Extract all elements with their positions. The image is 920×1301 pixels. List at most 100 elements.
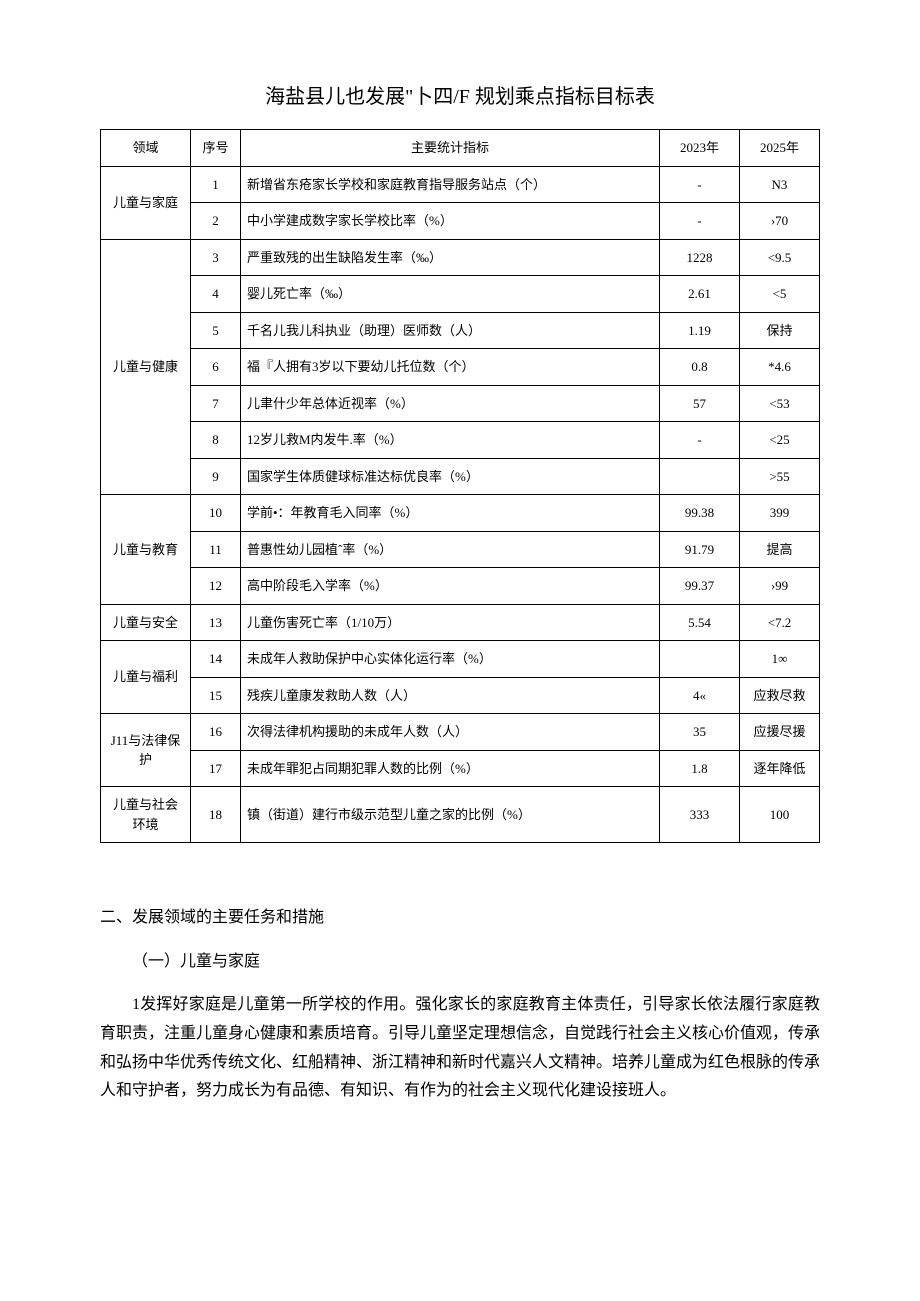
cell-domain: 儿童与福利 <box>101 641 191 714</box>
cell-domain: 儿童与教育 <box>101 495 191 605</box>
cell-seq: 13 <box>191 604 241 641</box>
table-row: 4婴儿死亡率（‰）2.61<5 <box>101 276 820 313</box>
cell-year2023: 0.8 <box>660 349 740 386</box>
cell-indicator: 婴儿死亡率（‰） <box>241 276 660 313</box>
table-row: 11普惠性幼儿园植ˆ率（%）91.79提高 <box>101 531 820 568</box>
header-indicator: 主要统计指标 <box>241 130 660 167</box>
cell-year2023: 5.54 <box>660 604 740 641</box>
cell-indicator: 福『人拥有3岁以下要幼儿托位数（个） <box>241 349 660 386</box>
header-year2023: 2023年 <box>660 130 740 167</box>
section-heading: 二、发展领域的主要任务和措施 <box>100 903 820 927</box>
cell-year2025: <5 <box>740 276 820 313</box>
cell-year2023: 1.8 <box>660 750 740 787</box>
cell-year2023: 4« <box>660 677 740 714</box>
cell-year2025: ›99 <box>740 568 820 605</box>
cell-indicator: 镇（街道）建行市级示范型儿童之家的比例（%） <box>241 787 660 843</box>
cell-year2025: 应救尽救 <box>740 677 820 714</box>
table-row: J11与法律保护16次得法律机构援助的未成年人数（人）35应援尽援 <box>101 714 820 751</box>
cell-seq: 3 <box>191 239 241 276</box>
cell-indicator: 儿聿什少年总体近视率（%） <box>241 385 660 422</box>
table-row: 812岁儿救M内发牛.率（%）-<25 <box>101 422 820 459</box>
document-title: 海盐县儿也发展"卜四/F 规划乘点指标目标表 <box>100 80 820 109</box>
cell-year2025: 保持 <box>740 312 820 349</box>
cell-year2023 <box>660 458 740 495</box>
cell-indicator: 学前•：年教育毛入同率（%） <box>241 495 660 532</box>
cell-domain: 儿童与家庭 <box>101 166 191 239</box>
table-row: 2中小学建成数字家长学校比率（%）-›70 <box>101 203 820 240</box>
table-row: 15残疾儿童康发救助人数（人）4«应救尽救 <box>101 677 820 714</box>
table-row: 17未成年罪犯占同期犯罪人数的比例（%）1.8逐年降低 <box>101 750 820 787</box>
cell-seq: 18 <box>191 787 241 843</box>
cell-indicator: 高中阶段毛入学率（%） <box>241 568 660 605</box>
table-row: 儿童与安全13儿童伤害死亡率（1/10万）5.54<7.2 <box>101 604 820 641</box>
cell-indicator: 国家学生体质健球标准达标优良率（%） <box>241 458 660 495</box>
cell-seq: 5 <box>191 312 241 349</box>
table-row: 5千名儿我儿科执业（助理）医师数（人）1.19保持 <box>101 312 820 349</box>
cell-seq: 10 <box>191 495 241 532</box>
cell-seq: 1 <box>191 166 241 203</box>
cell-year2023: 333 <box>660 787 740 843</box>
cell-indicator: 儿童伤害死亡率（1/10万） <box>241 604 660 641</box>
cell-year2025: <7.2 <box>740 604 820 641</box>
indicator-table: 领域 序号 主要统计指标 2023年 2025年 儿童与家庭1新增省东疮家长学校… <box>100 129 820 843</box>
table-row: 9国家学生体质健球标准达标优良率（%） >55 <box>101 458 820 495</box>
cell-indicator: 新增省东疮家长学校和家庭教育指导服务站点（个） <box>241 166 660 203</box>
cell-indicator: 残疾儿童康发救助人数（人） <box>241 677 660 714</box>
cell-year2025: 应援尽援 <box>740 714 820 751</box>
header-domain: 领域 <box>101 130 191 167</box>
cell-indicator: 次得法律机构援助的未成年人数（人） <box>241 714 660 751</box>
table-row: 儿童与健康3严重致残的出生缺陷发生率（‰）1228<9.5 <box>101 239 820 276</box>
cell-seq: 9 <box>191 458 241 495</box>
cell-domain: 儿童与安全 <box>101 604 191 641</box>
cell-year2025: >55 <box>740 458 820 495</box>
cell-indicator: 12岁儿救M内发牛.率（%） <box>241 422 660 459</box>
cell-year2025: <25 <box>740 422 820 459</box>
body-paragraph: 1发挥好家庭是儿童第一所学校的作用。强化家长的家庭教育主体责任，引导家长依法履行… <box>100 991 820 1106</box>
cell-year2025: <9.5 <box>740 239 820 276</box>
cell-year2025: 100 <box>740 787 820 843</box>
cell-indicator: 严重致残的出生缺陷发生率（‰） <box>241 239 660 276</box>
table-header-row: 领域 序号 主要统计指标 2023年 2025年 <box>101 130 820 167</box>
table-body: 儿童与家庭1新增省东疮家长学校和家庭教育指导服务站点（个）-N32中小学建成数字… <box>101 166 820 843</box>
cell-seq: 2 <box>191 203 241 240</box>
cell-seq: 15 <box>191 677 241 714</box>
cell-year2025: 提高 <box>740 531 820 568</box>
table-row: 儿童与福利14未成年人救助保护中心实体化运行率（%）1∞ <box>101 641 820 678</box>
table-row: 儿童与社会环境18镇（街道）建行市级示范型儿童之家的比例（%）333100 <box>101 787 820 843</box>
table-row: 儿童与家庭1新增省东疮家长学校和家庭教育指导服务站点（个）-N3 <box>101 166 820 203</box>
cell-domain: J11与法律保护 <box>101 714 191 787</box>
cell-year2023: 1.19 <box>660 312 740 349</box>
cell-year2025: ›70 <box>740 203 820 240</box>
cell-seq: 6 <box>191 349 241 386</box>
cell-year2023: 91.79 <box>660 531 740 568</box>
cell-year2023: - <box>660 166 740 203</box>
cell-seq: 14 <box>191 641 241 678</box>
cell-indicator: 普惠性幼儿园植ˆ率（%） <box>241 531 660 568</box>
cell-seq: 16 <box>191 714 241 751</box>
cell-indicator: 未成年人救助保护中心实体化运行率（%） <box>241 641 660 678</box>
cell-seq: 7 <box>191 385 241 422</box>
header-year2025: 2025年 <box>740 130 820 167</box>
header-seq: 序号 <box>191 130 241 167</box>
cell-year2025: N3 <box>740 166 820 203</box>
cell-seq: 17 <box>191 750 241 787</box>
cell-seq: 11 <box>191 531 241 568</box>
cell-year2025: <53 <box>740 385 820 422</box>
cell-year2023: 1228 <box>660 239 740 276</box>
cell-seq: 4 <box>191 276 241 313</box>
cell-indicator: 千名儿我儿科执业（助理）医师数（人） <box>241 312 660 349</box>
cell-year2023: - <box>660 203 740 240</box>
cell-indicator: 未成年罪犯占同期犯罪人数的比例（%） <box>241 750 660 787</box>
cell-seq: 12 <box>191 568 241 605</box>
cell-year2025: 1∞ <box>740 641 820 678</box>
cell-domain: 儿童与健康 <box>101 239 191 495</box>
cell-year2023: 35 <box>660 714 740 751</box>
table-row: 儿童与教育10学前•：年教育毛入同率（%）99.38399 <box>101 495 820 532</box>
cell-year2023: 99.37 <box>660 568 740 605</box>
cell-indicator: 中小学建成数字家长学校比率（%） <box>241 203 660 240</box>
table-row: 6福『人拥有3岁以下要幼儿托位数（个）0.8*4.6 <box>101 349 820 386</box>
cell-year2025: 逐年降低 <box>740 750 820 787</box>
table-row: 7儿聿什少年总体近视率（%）57<53 <box>101 385 820 422</box>
cell-year2023: 99.38 <box>660 495 740 532</box>
cell-seq: 8 <box>191 422 241 459</box>
